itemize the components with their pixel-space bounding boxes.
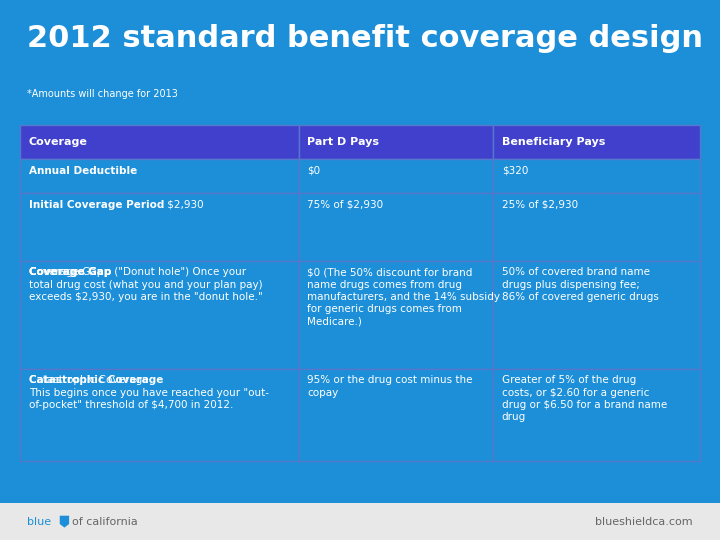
- Text: $2,930: $2,930: [164, 200, 204, 210]
- Text: 75% of $2,930: 75% of $2,930: [307, 200, 384, 210]
- Text: Coverage: Coverage: [29, 137, 88, 147]
- Text: Catastrophic Coverage
This begins once you have reached your "out-
of-pocket" th: Catastrophic Coverage This begins once y…: [29, 375, 269, 410]
- Text: Greater of 5% of the drug
costs, or $2.60 for a generic
drug or $6.50 for a bran: Greater of 5% of the drug costs, or $2.6…: [502, 375, 667, 422]
- Text: $320: $320: [502, 166, 528, 176]
- Bar: [299, 261, 493, 369]
- Text: Part D Pays: Part D Pays: [307, 137, 379, 147]
- Bar: [20, 369, 299, 461]
- Text: blueshieldca.com: blueshieldca.com: [595, 517, 693, 526]
- Bar: [299, 369, 493, 461]
- Text: Catastrophic Coverage: Catastrophic Coverage: [29, 375, 163, 386]
- Text: Beneficiary Pays: Beneficiary Pays: [502, 137, 606, 147]
- Bar: [299, 159, 493, 193]
- Text: of california: of california: [72, 517, 138, 526]
- Bar: [493, 125, 700, 159]
- Bar: [20, 125, 299, 159]
- Text: $0: $0: [307, 166, 320, 176]
- Bar: [493, 261, 700, 369]
- Text: ("Donut hole") Once your: ("Donut hole") Once your: [111, 267, 246, 278]
- Text: 50% of covered brand name
drugs plus dispensing fee;
86% of covered generic drug: 50% of covered brand name drugs plus dis…: [502, 267, 659, 302]
- Text: Coverage Gap: Coverage Gap: [29, 267, 111, 278]
- Text: blue: blue: [27, 517, 52, 526]
- Bar: [493, 369, 700, 461]
- Polygon shape: [60, 516, 69, 528]
- Text: Annual Deductible: Annual Deductible: [29, 166, 137, 176]
- Text: 2012 standard benefit coverage design: 2012 standard benefit coverage design: [27, 24, 703, 53]
- Text: Coverage Gap
total drug cost (what you and your plan pay)
exceeds $2,930, you ar: Coverage Gap total drug cost (what you a…: [29, 267, 263, 302]
- Text: 95% or the drug cost minus the
copay: 95% or the drug cost minus the copay: [307, 375, 473, 397]
- Bar: [299, 125, 493, 159]
- Text: 25% of $2,930: 25% of $2,930: [502, 200, 578, 210]
- Bar: [493, 159, 700, 193]
- Text: $0 (The 50% discount for brand
name drugs comes from drug
manufacturers, and the: $0 (The 50% discount for brand name drug…: [307, 267, 500, 327]
- Bar: [20, 193, 299, 261]
- Text: Initial Coverage Period: Initial Coverage Period: [29, 200, 164, 210]
- Bar: [20, 159, 299, 193]
- Text: *Amounts will change for 2013: *Amounts will change for 2013: [27, 89, 179, 99]
- Bar: [0, 503, 720, 540]
- Bar: [20, 261, 299, 369]
- Text: Coverage Gap: Coverage Gap: [29, 267, 111, 278]
- Bar: [299, 193, 493, 261]
- Bar: [493, 193, 700, 261]
